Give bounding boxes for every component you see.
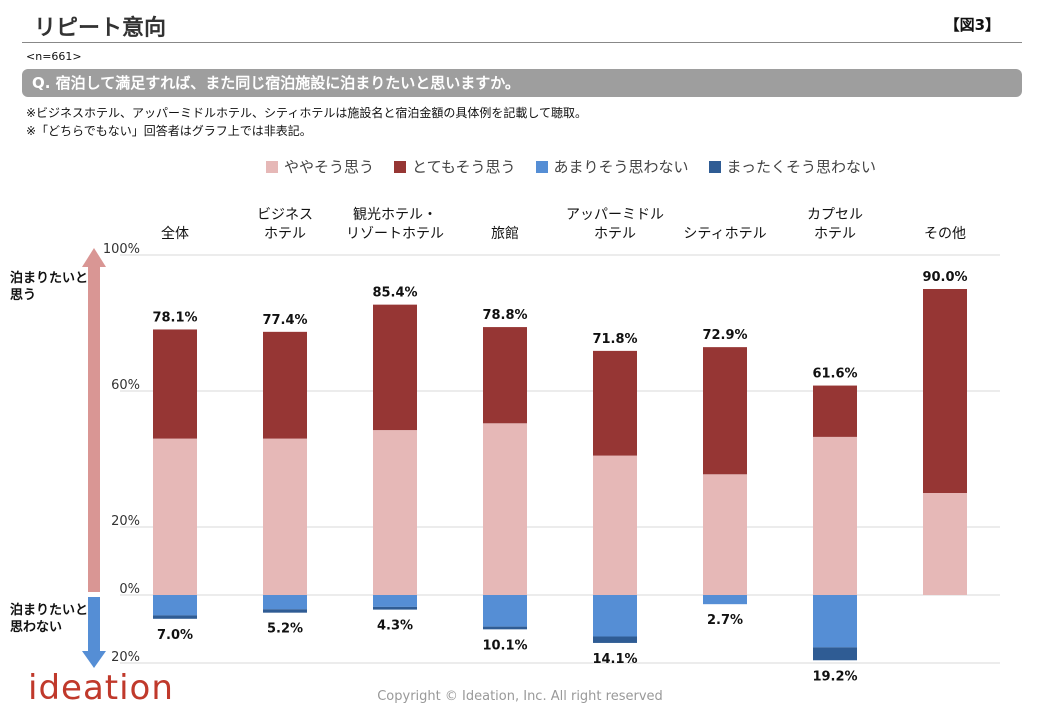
legend-label-mattaku: まったくそう思わない xyxy=(726,158,876,176)
data-label-negative: 5.2% xyxy=(267,622,303,637)
bar-segment xyxy=(813,436,857,595)
bar-segment xyxy=(483,595,527,627)
data-label-positive: 77.4% xyxy=(262,313,307,328)
bar-segment xyxy=(813,647,857,661)
data-label-positive: 85.4% xyxy=(372,286,417,301)
category-label: リゾートホテル xyxy=(346,226,444,242)
bar-segment xyxy=(373,595,417,607)
y-tick-label: 0% xyxy=(119,582,140,597)
bar-segment xyxy=(263,438,307,595)
category-label: その他 xyxy=(924,226,966,242)
category-label: カプセル xyxy=(807,207,863,223)
bar-segment xyxy=(263,595,307,610)
data-label-positive: 78.8% xyxy=(482,308,527,323)
data-label-negative: 7.0% xyxy=(157,628,193,643)
legend-label-amari: あまりそう思わない xyxy=(553,158,689,176)
bar-segment xyxy=(153,595,197,616)
data-label-positive: 71.8% xyxy=(592,332,637,347)
bar-segment xyxy=(593,636,637,643)
copyright-text: Copyright © Ideation, Inc. All right res… xyxy=(377,689,663,704)
question-banner: Q. 宿泊して満足すれば、また同じ宿泊施設に泊まりたいと思いますか。 xyxy=(22,69,1022,97)
side-label-negative-line1: 泊まりたいと xyxy=(10,603,89,618)
legend-item-yaya: ややそう思う xyxy=(266,156,374,177)
legend-item-mattaku: まったくそう思わない xyxy=(708,156,876,177)
figure-number: 【図3】 xyxy=(944,16,1000,34)
chart-legend: ややそう思う とてもそう思う あまりそう思わない まったくそう思わない xyxy=(266,156,876,177)
company-logo: ideation xyxy=(28,668,174,708)
legend-swatch-totemo xyxy=(394,160,407,173)
legend-label-yaya: ややそう思う xyxy=(284,158,375,176)
data-label-positive: 78.1% xyxy=(152,310,197,325)
category-label: 旅館 xyxy=(491,225,519,242)
legend-label-totemo: とてもそう思う xyxy=(412,158,516,176)
axis-arrow-down-head xyxy=(82,651,106,668)
y-tick-label: 20% xyxy=(111,650,140,665)
bar-segment xyxy=(813,595,857,648)
bar-segment xyxy=(593,350,637,456)
bar-segment xyxy=(593,455,637,595)
bar-segment xyxy=(483,626,527,630)
category-label: 全体 xyxy=(161,225,189,242)
data-label-negative: 4.3% xyxy=(377,619,413,634)
data-label-positive: 90.0% xyxy=(922,270,967,285)
legend-swatch-yaya xyxy=(266,160,278,173)
axis-arrow-up-shaft xyxy=(88,265,100,592)
category-label: ホテル xyxy=(594,226,636,242)
title-divider xyxy=(22,42,1022,43)
bar-segment xyxy=(373,304,417,431)
note-1: ※ビジネスホテル、アッパーミドルホテル、シティホテルは施設名と宿泊金額の具体例を… xyxy=(26,106,587,120)
bar-segment xyxy=(593,595,637,637)
axis-arrow-down-shaft xyxy=(88,597,100,652)
data-label-positive: 61.6% xyxy=(812,367,857,382)
side-label-negative: 泊まりたいと 思わない xyxy=(10,602,88,636)
category-label: アッパーミドル xyxy=(566,207,664,223)
bar-segment xyxy=(263,331,307,439)
category-label: ビジネス xyxy=(257,207,313,223)
sample-size: <n=661> xyxy=(26,50,82,63)
bar-segment xyxy=(703,595,747,605)
data-label-negative: 19.2% xyxy=(812,669,857,684)
y-tick-label: 100% xyxy=(103,242,140,257)
side-label-positive: 泊まりたいと 思う xyxy=(10,270,88,304)
category-label: ホテル xyxy=(264,226,306,242)
y-tick-label: 20% xyxy=(111,514,140,529)
category-label: シティホテル xyxy=(683,226,766,242)
bar-segment xyxy=(923,493,967,595)
legend-item-totemo: とてもそう思う xyxy=(394,156,516,177)
bar-segment xyxy=(153,615,197,619)
bar-segment xyxy=(373,606,417,610)
data-label-negative: 14.1% xyxy=(592,652,637,667)
bar-segment xyxy=(813,385,857,437)
legend-swatch-amari xyxy=(535,160,548,173)
bar-segment xyxy=(923,289,967,493)
data-label-positive: 72.9% xyxy=(702,328,747,343)
bar-segment xyxy=(703,474,747,595)
side-label-positive-line1: 泊まりたいと xyxy=(10,271,89,286)
side-label-positive-line2: 思う xyxy=(10,288,37,303)
bar-segment xyxy=(153,329,197,439)
axis-arrow-up-head xyxy=(82,248,106,267)
bar-segment xyxy=(263,609,307,613)
category-label: ホテル xyxy=(814,226,856,242)
bar-segment xyxy=(373,430,417,595)
data-label-negative: 2.7% xyxy=(707,613,743,628)
note-2: ※「どちらでもない」回答者はグラフ上では非表記。 xyxy=(26,124,312,138)
category-label: 観光ホテル・ xyxy=(353,206,437,223)
bar-segment xyxy=(483,423,527,595)
bar-segment xyxy=(153,438,197,595)
bar-segment xyxy=(703,347,747,475)
side-label-negative-line2: 思わない xyxy=(10,620,63,635)
y-tick-label: 60% xyxy=(111,378,140,393)
bar-segment xyxy=(483,327,527,424)
page-title: リピート意向 xyxy=(34,16,167,41)
data-label-negative: 10.1% xyxy=(482,638,527,653)
legend-item-amari: あまりそう思わない xyxy=(535,156,689,177)
legend-swatch-mattaku xyxy=(708,160,721,173)
